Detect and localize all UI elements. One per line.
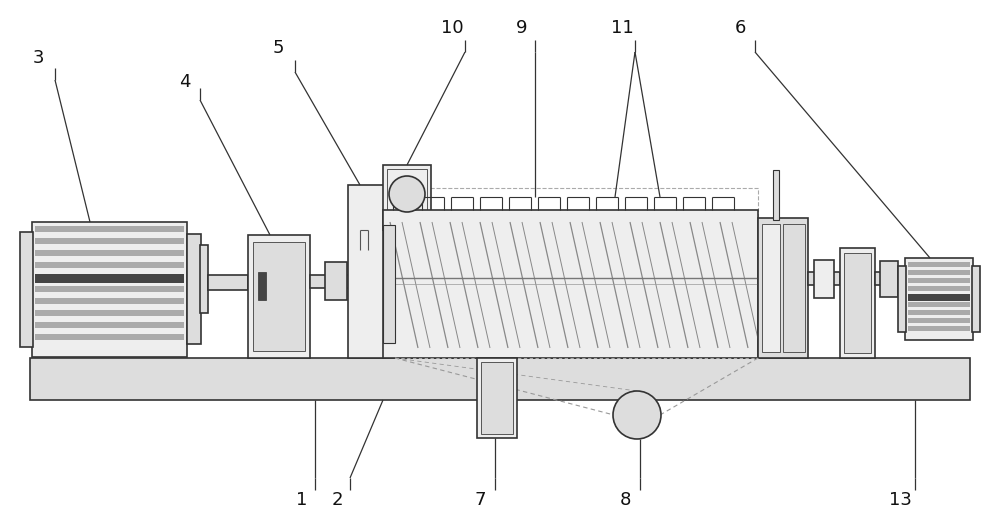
Bar	[383, 188, 758, 358]
Bar	[773, 170, 779, 220]
Bar	[875, 272, 905, 285]
Text: 2: 2	[331, 491, 343, 509]
Bar	[908, 318, 970, 323]
Bar	[248, 235, 310, 358]
Bar	[908, 302, 970, 307]
Bar	[30, 358, 970, 400]
Bar	[325, 262, 347, 300]
Bar	[35, 226, 184, 232]
Text: 4: 4	[179, 73, 191, 91]
Bar	[20, 232, 33, 347]
Text: 13: 13	[889, 491, 911, 509]
Text: 11: 11	[611, 19, 633, 37]
Bar	[35, 286, 184, 292]
Bar	[908, 310, 970, 315]
Bar	[840, 248, 875, 358]
Bar	[35, 298, 184, 304]
Text: 6: 6	[734, 19, 746, 37]
Bar	[35, 262, 184, 268]
Bar	[783, 224, 805, 352]
Bar	[383, 210, 758, 358]
Bar	[387, 169, 427, 226]
Bar	[35, 334, 184, 340]
Bar	[32, 222, 187, 357]
Bar	[310, 275, 350, 288]
Bar	[477, 358, 517, 438]
Bar	[814, 260, 834, 298]
Circle shape	[613, 391, 661, 439]
Bar	[880, 261, 898, 297]
Bar	[481, 362, 513, 434]
Text: 5: 5	[272, 39, 284, 57]
Bar	[187, 234, 201, 344]
Text: 8: 8	[619, 491, 631, 509]
Bar	[908, 294, 970, 301]
Bar	[200, 245, 208, 313]
Bar	[208, 275, 248, 290]
Text: 10: 10	[441, 19, 463, 37]
Bar	[972, 266, 980, 332]
Bar	[35, 322, 184, 328]
Bar	[383, 225, 395, 343]
Text: 3: 3	[32, 49, 44, 67]
Bar	[908, 326, 970, 331]
Bar	[253, 242, 305, 351]
Text: 1: 1	[296, 491, 308, 509]
Bar	[808, 272, 840, 285]
Bar	[383, 165, 431, 230]
Bar	[898, 266, 906, 332]
Bar	[35, 274, 184, 283]
Bar	[348, 185, 385, 358]
Bar	[908, 278, 970, 283]
Bar	[908, 262, 970, 267]
Bar	[35, 250, 184, 256]
Bar	[35, 238, 184, 244]
Bar	[844, 253, 871, 353]
Bar	[762, 224, 780, 352]
Bar	[258, 272, 266, 300]
Bar	[758, 218, 808, 358]
Bar	[908, 286, 970, 291]
Circle shape	[389, 176, 425, 212]
Text: 7: 7	[474, 491, 486, 509]
Text: 9: 9	[516, 19, 528, 37]
Bar	[908, 270, 970, 275]
Bar	[35, 310, 184, 316]
Bar	[905, 258, 973, 340]
